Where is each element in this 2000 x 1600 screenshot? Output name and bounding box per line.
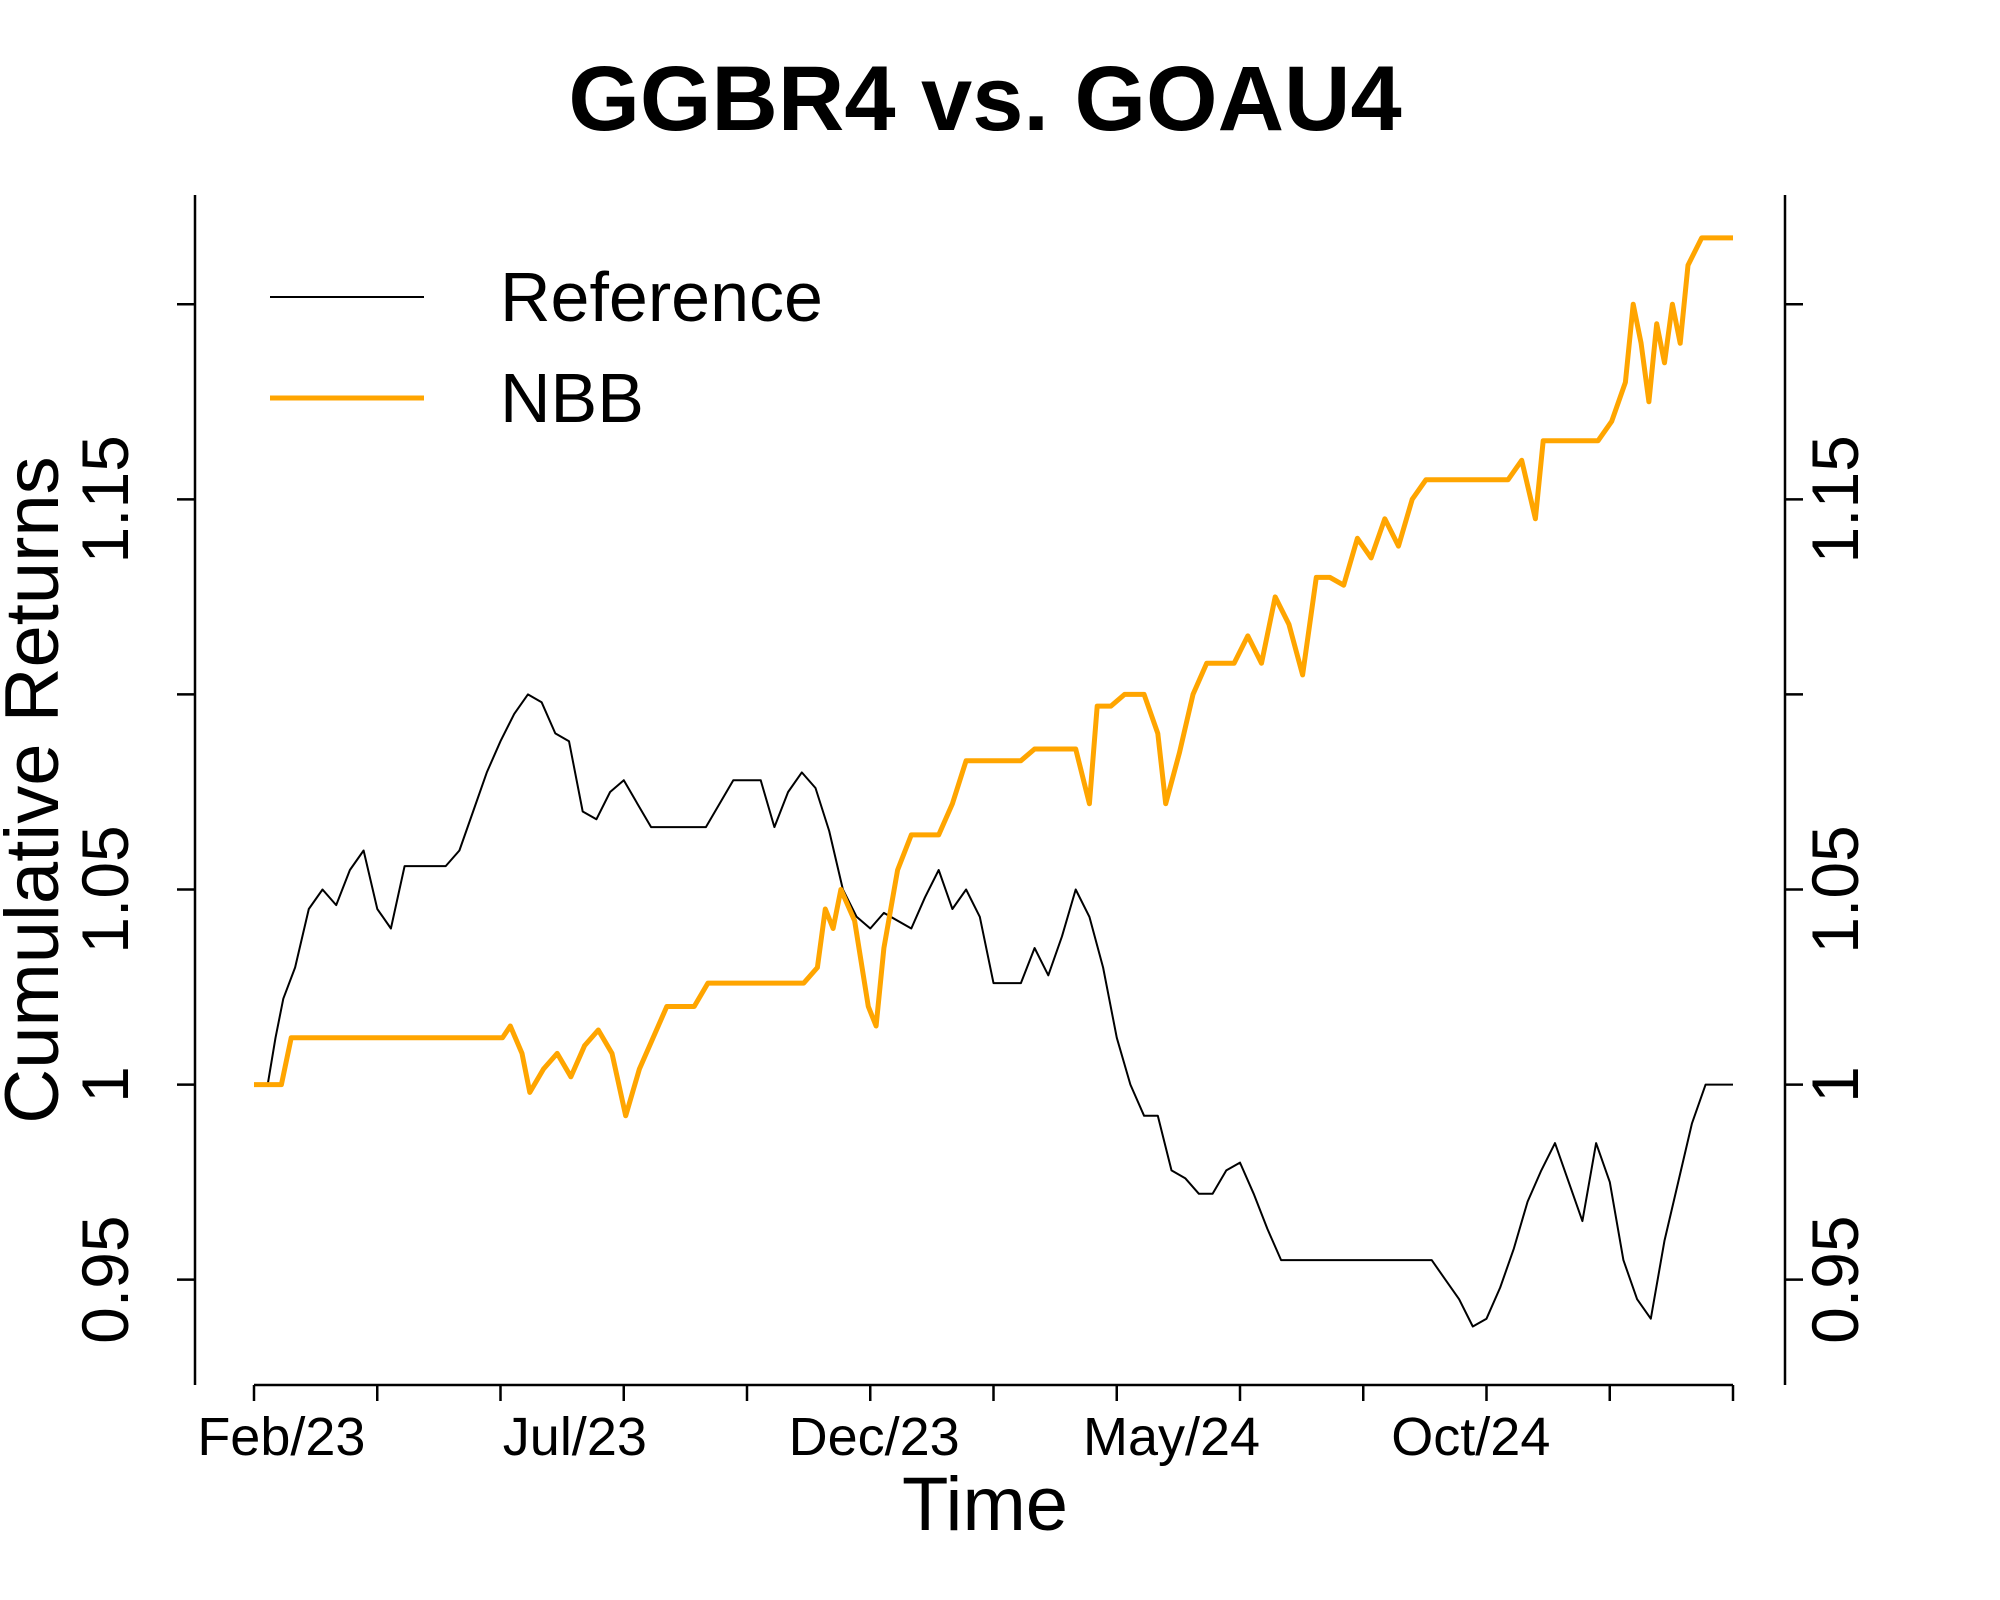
series-layer	[254, 235, 1733, 1328]
x-tick-label: Jul/23	[503, 1407, 647, 1467]
y-axis-label: Cumulative Returns	[0, 456, 75, 1123]
series-line-reference	[254, 693, 1733, 1328]
chart-title: GGBR4 vs. GOAU4	[568, 48, 1401, 150]
legend-label-nbb: NBB	[500, 359, 644, 437]
y-tick-label-left: 1.15	[68, 435, 142, 563]
x-tick-label: Oct/24	[1391, 1407, 1550, 1467]
x-axis-label: Time	[902, 1462, 1068, 1547]
axes: Feb/23 Jul/23 Dec/23 May/24 Oct/24 0.95 0.95 1 1…	[68, 195, 1872, 1467]
x-tick-label: Feb/23	[197, 1407, 365, 1467]
y-tick-label-right: 1	[1798, 1066, 1872, 1103]
y-tick-label-left: 1.05	[68, 825, 142, 953]
y-tick-label-left: 1	[68, 1066, 142, 1103]
legend-label-reference: Reference	[500, 258, 823, 336]
y-tick-label-right: 0.95	[1798, 1215, 1872, 1343]
x-tick-label: May/24	[1083, 1407, 1260, 1467]
y-tick-label-right: 1.05	[1798, 825, 1872, 953]
y-tick-label-right: 1.15	[1798, 435, 1872, 563]
legend: Reference NBB	[270, 258, 823, 437]
series-line-nbb	[254, 235, 1733, 1119]
x-tick-label: Dec/23	[789, 1407, 960, 1467]
y-tick-label-left: 0.95	[68, 1215, 142, 1343]
